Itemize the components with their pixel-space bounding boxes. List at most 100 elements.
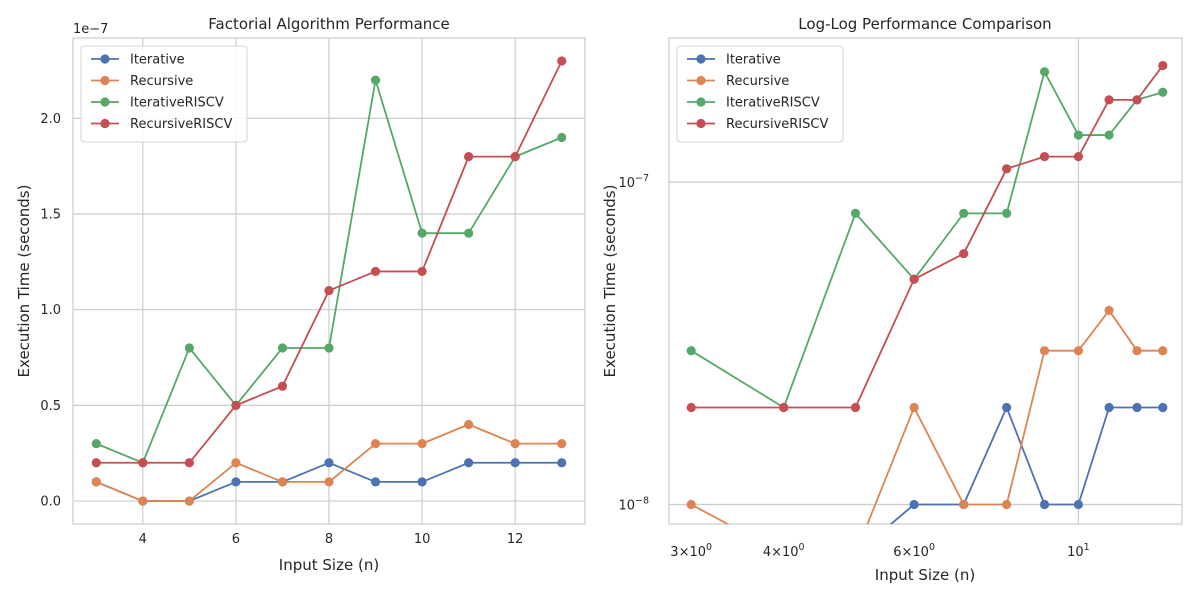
legend-item-iterativeriscv: IterativeRISCV: [91, 96, 224, 111]
tick-exponent: 1: [1084, 542, 1090, 553]
linear-tick-labels: 4 6 8 10 12 0.0 0.5 1.0 1.5 2.0: [40, 112, 523, 547]
data-point: [1039, 152, 1050, 162]
legend-box: [676, 45, 844, 143]
linear-series-group: [91, 56, 567, 506]
data-point: [138, 458, 148, 468]
data-point: [779, 402, 789, 413]
data-point: [686, 402, 696, 413]
x-tick-label: 10: [414, 532, 431, 547]
tick-mantissa: 6×10: [893, 545, 929, 560]
data-point: [1073, 346, 1084, 356]
data-point: [324, 458, 334, 468]
y-tick-label: 1.0: [40, 303, 61, 318]
data-point: [417, 439, 427, 449]
x-tick-label: 12: [507, 532, 524, 547]
data-point: [277, 343, 288, 353]
data-point: [370, 75, 381, 85]
data-point: [1104, 305, 1114, 316]
data-point: [1073, 130, 1084, 140]
legend-item-iterative: Iterative: [91, 53, 185, 68]
data-point: [1002, 402, 1012, 413]
y-tick-label: 10−7: [618, 173, 649, 191]
data-point: [231, 458, 241, 468]
data-point: [510, 152, 520, 162]
series-recursive: [91, 419, 567, 506]
legend-label: Recursive: [726, 74, 789, 89]
loglog-series-group: [686, 60, 1168, 524]
legend-swatch-marker: [696, 118, 706, 129]
data-point: [1039, 499, 1050, 510]
linear-offset-text: 1e−7: [73, 22, 108, 37]
series-recursive: [686, 305, 1168, 524]
data-point: [959, 499, 969, 510]
data-point: [1104, 130, 1114, 140]
legend-swatch-marker: [696, 75, 706, 86]
data-point: [557, 458, 567, 468]
data-point: [557, 439, 567, 449]
data-point: [1158, 87, 1168, 97]
data-point: [909, 274, 919, 284]
data-point: [464, 419, 474, 430]
legend-item-iterative: Iterative: [687, 53, 781, 68]
data-point: [1002, 164, 1012, 174]
data-point: [1073, 499, 1084, 510]
data-point: [464, 228, 474, 238]
series-recursiveriscv: [91, 56, 567, 468]
loglog-x-axis-label: Input Size (n): [875, 566, 975, 584]
x-tick-label: 6: [232, 532, 240, 547]
data-point: [464, 458, 474, 468]
data-point: [686, 346, 696, 356]
linear-plot-frame: [72, 37, 586, 525]
linear-legend: Iterative Recursive IterativeRISCV Recursiv…: [80, 45, 248, 143]
data-point: [138, 496, 148, 506]
data-point: [1002, 208, 1012, 218]
tick-base: 10: [1067, 545, 1084, 560]
x-tick-label: 8: [325, 532, 333, 547]
legend-swatch-marker: [100, 97, 110, 107]
data-point: [231, 477, 241, 487]
tick-mantissa: 3×10: [670, 545, 706, 560]
data-point: [1002, 499, 1012, 510]
legend-label: Iterative: [726, 53, 781, 68]
loglog-legend: Iterative Recursive IterativeRISCV Recursiv…: [676, 45, 844, 143]
linear-y-axis-label: Execution Time (seconds): [15, 185, 33, 378]
legend-label: RecursiveRISCV: [726, 117, 828, 132]
legend-swatch-marker: [100, 75, 110, 86]
loglog-plot-frame: [668, 37, 1183, 525]
data-point: [184, 343, 194, 353]
data-point: [557, 56, 567, 66]
y-tick-label: 1.5: [40, 208, 61, 223]
data-point: [324, 343, 334, 353]
data-point: [1104, 402, 1114, 413]
data-point: [1073, 152, 1084, 162]
linear-chart-title: Factorial Algorithm Performance: [208, 15, 450, 33]
y-tick-label: 0.5: [40, 399, 61, 414]
y-tick-label: 0.0: [40, 495, 61, 510]
data-point: [277, 477, 288, 487]
series-iterative: [889, 402, 1168, 524]
legend-label: Iterative: [130, 53, 185, 68]
data-point: [1039, 67, 1050, 77]
legend-label: IterativeRISCV: [726, 96, 820, 111]
data-point: [1132, 346, 1142, 356]
tick-base: 10: [618, 499, 635, 514]
series-line: [690, 309, 1163, 524]
data-point: [1039, 346, 1050, 356]
tick-exponent: 0: [929, 542, 935, 553]
data-point: [959, 208, 969, 218]
data-point: [417, 477, 427, 487]
legend-swatch-marker: [696, 54, 706, 64]
data-point: [686, 499, 696, 510]
series-recursiveriscv: [686, 60, 1168, 413]
data-point: [417, 228, 427, 238]
tick-base: 10: [618, 176, 635, 191]
legend-box: [80, 45, 248, 143]
data-point: [510, 458, 520, 468]
legend-item-recursive: Recursive: [687, 74, 789, 89]
data-point: [324, 477, 334, 487]
data-point: [1132, 402, 1142, 413]
x-tick-label: 101: [1067, 542, 1090, 560]
